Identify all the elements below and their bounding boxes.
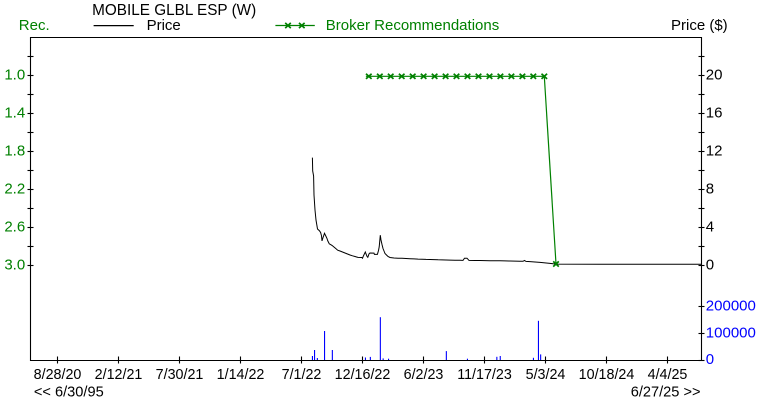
svg-text:6/2/23: 6/2/23 bbox=[404, 367, 444, 383]
svg-text:7/30/21: 7/30/21 bbox=[156, 367, 204, 383]
svg-text:12/16/22: 12/16/22 bbox=[335, 367, 391, 383]
svg-text:8: 8 bbox=[706, 180, 714, 197]
svg-text:4: 4 bbox=[706, 218, 714, 235]
svg-text:Price: Price bbox=[147, 17, 181, 34]
svg-text:1.8: 1.8 bbox=[4, 142, 25, 159]
svg-text:7/1/22: 7/1/22 bbox=[282, 367, 322, 383]
svg-text:Rec.: Rec. bbox=[19, 17, 50, 34]
svg-text:8/28/20: 8/28/20 bbox=[34, 367, 82, 383]
svg-text:4/4/25: 4/4/25 bbox=[648, 367, 688, 383]
svg-text:10/18/24: 10/18/24 bbox=[579, 367, 635, 383]
svg-text:Broker Recommendations: Broker Recommendations bbox=[326, 17, 499, 34]
svg-text:0: 0 bbox=[706, 256, 714, 273]
svg-text:3.0: 3.0 bbox=[4, 256, 25, 273]
svg-text:2.2: 2.2 bbox=[4, 180, 25, 197]
svg-text:2/12/21: 2/12/21 bbox=[95, 367, 143, 383]
svg-text:1/14/22: 1/14/22 bbox=[217, 367, 265, 383]
svg-text:Price ($): Price ($) bbox=[671, 17, 728, 34]
svg-text:200000: 200000 bbox=[706, 297, 756, 314]
svg-text:<< 6/30/95: << 6/30/95 bbox=[34, 384, 104, 400]
svg-text:1.0: 1.0 bbox=[4, 66, 25, 83]
svg-text:100000: 100000 bbox=[706, 324, 756, 341]
svg-text:0: 0 bbox=[706, 351, 714, 368]
svg-text:16: 16 bbox=[706, 104, 723, 121]
svg-text:2.6: 2.6 bbox=[4, 218, 25, 235]
svg-text:12: 12 bbox=[706, 142, 723, 159]
svg-text:5/3/24: 5/3/24 bbox=[526, 367, 566, 383]
svg-text:1.4: 1.4 bbox=[4, 104, 25, 121]
svg-text:MOBILE GLBL ESP (W): MOBILE GLBL ESP (W) bbox=[92, 2, 256, 19]
svg-text:11/17/23: 11/17/23 bbox=[457, 367, 512, 383]
svg-text:6/27/25 >>: 6/27/25 >> bbox=[631, 384, 701, 400]
svg-text:20: 20 bbox=[706, 66, 723, 83]
